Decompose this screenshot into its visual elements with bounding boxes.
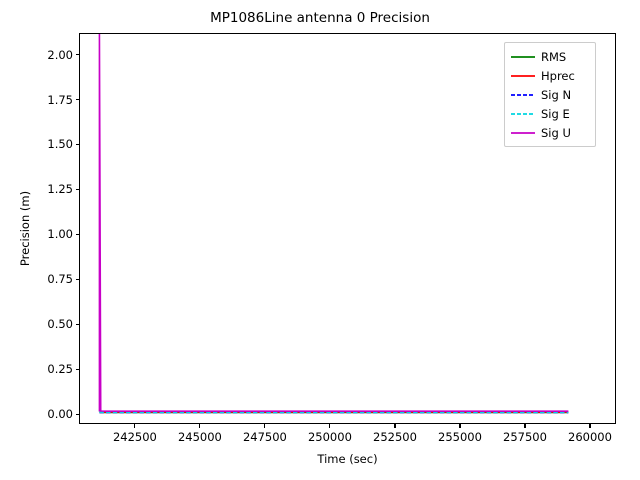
x-axis-ticks: 242500 245000 247500 250000 252500 255000 2575… <box>0 424 640 464</box>
y-tick-label: 0.00 <box>47 407 73 422</box>
y-tick-label: 1.50 <box>47 137 73 152</box>
legend-line-swatch <box>510 51 536 63</box>
legend-item[interactable]: Sig E <box>510 104 590 123</box>
legend-line-swatch <box>510 108 536 120</box>
x-tick-label: 252500 <box>373 430 417 444</box>
x-tick-label: 250000 <box>307 430 352 444</box>
y-tick-label: 0.25 <box>47 362 73 377</box>
legend-item[interactable]: Sig U <box>510 123 590 142</box>
x-tick-mark <box>329 424 331 428</box>
y-tick-label: 0.75 <box>47 272 73 287</box>
y-tick-mark <box>75 54 79 56</box>
legend-line-swatch <box>510 127 536 139</box>
x-tick-label: 245000 <box>177 430 222 444</box>
y-tick-label: 1.25 <box>47 182 73 197</box>
x-tick-label: 257500 <box>503 430 547 444</box>
series-lines <box>80 34 615 423</box>
legend-label: RMS <box>541 49 567 64</box>
x-tick-mark <box>264 424 266 428</box>
y-tick-label: 1.75 <box>47 92 73 107</box>
legend-label: Sig N <box>541 87 572 102</box>
chart-title: MP1086Line antenna 0 Precision <box>210 10 430 26</box>
legend-label: Hprec <box>541 68 575 83</box>
series-line-sig-u <box>98 34 569 412</box>
x-tick-label: 260000 <box>568 430 612 444</box>
chart-legend: RMS Hprec Sig N Sig E Sig U <box>504 42 596 147</box>
x-tick-label: 255000 <box>438 430 482 444</box>
y-tick-mark <box>75 278 79 280</box>
legend-line-swatch <box>510 70 536 82</box>
x-tick-mark <box>394 424 396 428</box>
x-tick-mark <box>524 424 526 428</box>
x-tick-label: 242500 <box>112 430 157 444</box>
x-tick-mark <box>199 424 201 428</box>
x-tick-label: 247500 <box>242 430 287 444</box>
legend-line-swatch <box>510 89 536 101</box>
y-tick-label: 2.00 <box>47 47 73 62</box>
legend-label: Sig U <box>541 125 571 140</box>
series-svg <box>98 34 569 414</box>
x-tick-mark <box>589 424 591 428</box>
y-tick-mark <box>75 188 79 190</box>
y-tick-label: 0.50 <box>47 317 73 332</box>
y-tick-mark <box>75 143 79 145</box>
legend-item[interactable]: Sig N <box>510 85 590 104</box>
y-tick-mark <box>75 413 79 415</box>
y-tick-mark <box>75 323 79 325</box>
y-axis-ticks: 0.00 0.25 0.50 0.75 1.00 1.25 1.50 1.75 2.00 <box>0 0 79 480</box>
legend-item[interactable]: Hprec <box>510 66 590 85</box>
y-tick-mark <box>75 368 79 370</box>
x-axis-label: Time (sec) <box>317 452 378 466</box>
x-tick-mark <box>134 424 136 428</box>
legend-item[interactable]: RMS <box>510 47 590 66</box>
y-tick-mark <box>75 99 79 101</box>
legend-label: Sig E <box>541 106 570 121</box>
x-tick-mark <box>459 424 461 428</box>
y-tick-label: 1.00 <box>47 227 73 242</box>
y-tick-mark <box>75 233 79 235</box>
